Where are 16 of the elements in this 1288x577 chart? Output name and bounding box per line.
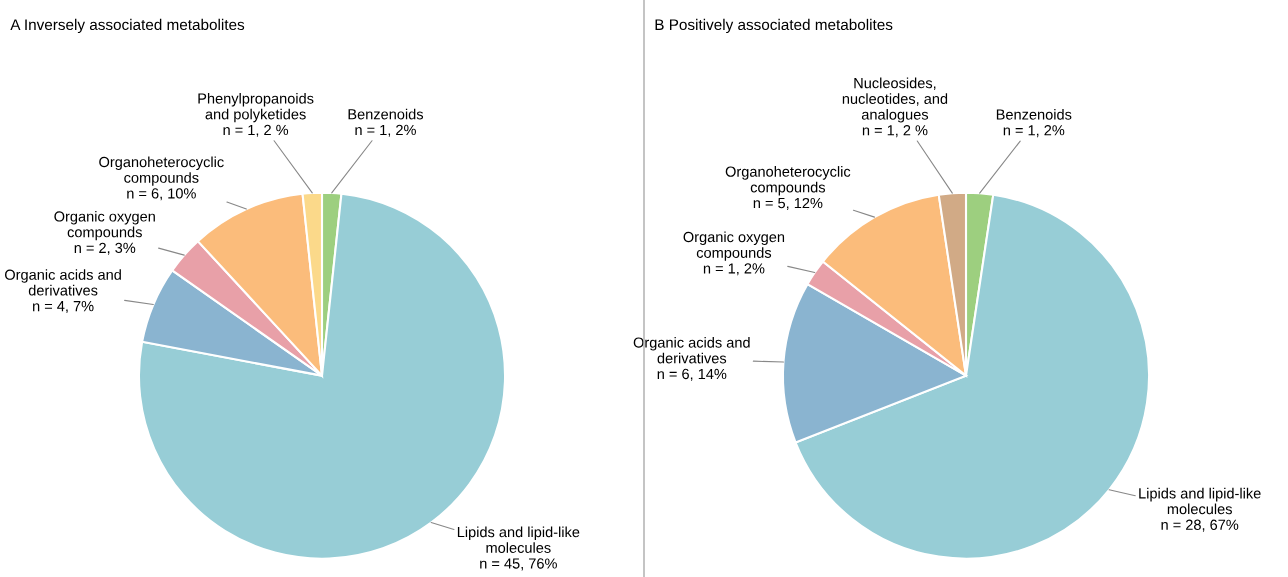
data-label: n = 6, 10% bbox=[127, 188, 196, 201]
chart-title: B Positively associated metabolites bbox=[655, 18, 893, 34]
data-label: n = 1, 2% bbox=[1003, 125, 1065, 138]
data-label: n = 4, 7% bbox=[33, 301, 94, 314]
data-label: n = 1, 2% bbox=[703, 263, 765, 276]
data-label: n = 2, 3% bbox=[74, 242, 136, 255]
slice-label: Benzenoids bbox=[348, 108, 424, 120]
data-label: n = 1, 2 % bbox=[862, 125, 928, 138]
data-label: n = 28, 67% bbox=[1161, 519, 1239, 532]
data-label: n = 1, 2 % bbox=[223, 124, 289, 137]
data-label: n = 5, 12% bbox=[753, 197, 823, 210]
data-label: n = 45, 76% bbox=[480, 558, 557, 571]
data-label: n = 6, 14% bbox=[657, 368, 727, 381]
slice-label: Benzenoids bbox=[996, 108, 1072, 120]
data-label: n = 1, 2% bbox=[355, 124, 416, 137]
chart-title: A Inversely associated metabolites bbox=[10, 18, 245, 34]
